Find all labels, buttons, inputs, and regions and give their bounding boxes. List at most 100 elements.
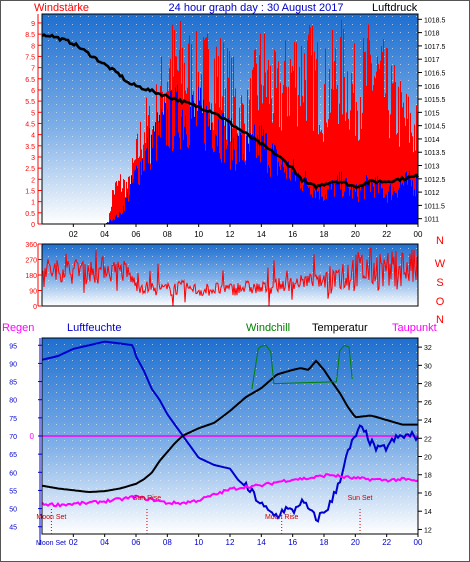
right-tick-label: 1017.5 (424, 44, 446, 51)
hum-tick-label: 45 (9, 525, 17, 532)
x-tick-label: 20 (351, 230, 360, 239)
dir-tick-label: 0 (33, 304, 37, 311)
sun_set-label: Sun Set (348, 495, 373, 502)
dir-tick-label: 90 (29, 289, 37, 296)
left-tick-label: 0.5 (25, 211, 35, 218)
hum-tick-label: 75 (9, 416, 17, 423)
temp-tick-label: 20 (424, 455, 432, 462)
moon_set-label: Moon Set (36, 514, 66, 521)
left-tick-label: 3.5 (25, 144, 35, 151)
right-tick-label: 1012.5 (424, 177, 446, 184)
temp-tick-label: 18 (424, 473, 432, 480)
direction-line (41, 246, 419, 307)
left-tick-label: 4 (31, 133, 35, 140)
left-tick-label: 8 (31, 43, 35, 50)
left-tick-label: 0 (31, 222, 35, 229)
left-tick-label: 1 (31, 200, 35, 207)
x-tick-label: 06 (132, 230, 141, 239)
right-tick-label: 1011.5 (424, 203, 445, 210)
x-tick-label: 16 (288, 538, 297, 547)
x-tick-label: 22 (382, 538, 391, 547)
left-tick-label: 3 (31, 155, 35, 162)
temp-tick-label: 26 (424, 400, 432, 407)
compass-label: W (435, 258, 446, 270)
compass-label: S (436, 277, 443, 289)
right-tick-label: 1016.5 (424, 70, 446, 77)
label-humidity: Luftfeuchte (67, 322, 121, 334)
hum-tick-label: 90 (9, 361, 17, 368)
left-tick-label: 2 (31, 177, 35, 184)
x-tick-label: 18 (320, 538, 329, 547)
right-tick-label: 1018.5 (424, 17, 446, 24)
left-tick-label: 1.5 (25, 188, 35, 195)
dir-tick-label: 270 (25, 258, 37, 265)
label-dewpoint: Taupunkt (392, 322, 437, 334)
right-tick-label: 1013 (424, 164, 440, 171)
pressure-line (41, 33, 420, 191)
temp-tick-label: 16 (424, 491, 432, 498)
x-tick-label: 22 (382, 230, 391, 239)
label-windchill: Windchill (246, 322, 290, 334)
left-tick-label: 4.5 (25, 121, 35, 128)
right-tick-label: 1014.5 (424, 124, 446, 131)
left-tick-label: 5 (31, 110, 35, 117)
left-tick-label: 2.5 (25, 166, 35, 173)
right-tick-label: 1012 (424, 190, 440, 197)
moon_rise-label: Moon Rise (265, 514, 299, 521)
x-tick-label: 02 (69, 230, 78, 239)
temp-tick-label: 30 (424, 363, 432, 370)
temp-tick-label: 32 (424, 345, 432, 352)
dir-tick-label: 180 (25, 273, 37, 280)
dir-tick-label: 360 (25, 242, 37, 249)
left-tick-label: 7.5 (25, 54, 35, 61)
x-tick-label: 16 (288, 230, 297, 239)
left-tick-label: 8.5 (25, 32, 35, 39)
label-rain: Regen (2, 322, 34, 334)
temperature-line (41, 359, 418, 494)
label-temperature: Temperatur (312, 322, 368, 334)
sun_rise-label: Sun Rise (133, 495, 162, 502)
right-tick-label: 1016 (424, 84, 440, 91)
x-tick-label: 12 (226, 230, 235, 239)
left-tick-label: 5.5 (25, 99, 35, 106)
hum-tick-label: 50 (9, 507, 17, 514)
hum-tick-label: 70 (9, 434, 17, 441)
x-tick-label: 00 (414, 230, 423, 239)
temp-tick-label: 28 (424, 382, 432, 389)
left-tick-label: 7 (31, 66, 35, 73)
chart-title: 24 hour graph day : 30 August 2017 (169, 2, 344, 14)
x-tick-label: 20 (351, 538, 360, 547)
hum-tick-label: 80 (9, 398, 17, 405)
x-tick-label: 06 (132, 538, 141, 547)
x-tick-label: 18 (320, 230, 329, 239)
header-left-label: Windstärke (34, 2, 89, 14)
x-tick-label: 10 (194, 230, 203, 239)
windchill-line (251, 344, 353, 390)
x-tick-label: 02 (69, 538, 78, 547)
right-tick-label: 1018 (424, 31, 440, 38)
x-tick-label: 12 (226, 538, 235, 547)
right-tick-label: 1011 (424, 217, 439, 224)
temp-tick-label: 14 (424, 509, 432, 516)
x-tick-label: 08 (163, 538, 172, 547)
hum-tick-label: 65 (9, 452, 17, 459)
temp-tick-label: 12 (424, 527, 432, 534)
right-tick-label: 1014 (424, 137, 440, 144)
left-tick-label: 6 (31, 88, 35, 95)
x-tick-label: 04 (100, 538, 109, 547)
right-tick-label: 1017 (424, 57, 440, 64)
temp-tick-label: 22 (424, 436, 432, 443)
header-right-label: Luftdruck (372, 2, 418, 14)
compass-label: N (436, 314, 444, 326)
moon-set-axis-label: Moon Set (36, 540, 66, 547)
humidity-line (41, 340, 419, 523)
right-tick-label: 1013.5 (424, 150, 446, 157)
dewpoint-line (41, 473, 419, 508)
left-tick-label: 9 (31, 21, 35, 28)
left-tick-label: 6.5 (25, 77, 35, 84)
compass-label: O (436, 296, 445, 308)
hum-tick-label: 95 (9, 343, 17, 350)
rain-zero-label: 0 (30, 432, 35, 441)
hum-tick-label: 55 (9, 488, 17, 495)
x-tick-label: 00 (414, 538, 423, 547)
